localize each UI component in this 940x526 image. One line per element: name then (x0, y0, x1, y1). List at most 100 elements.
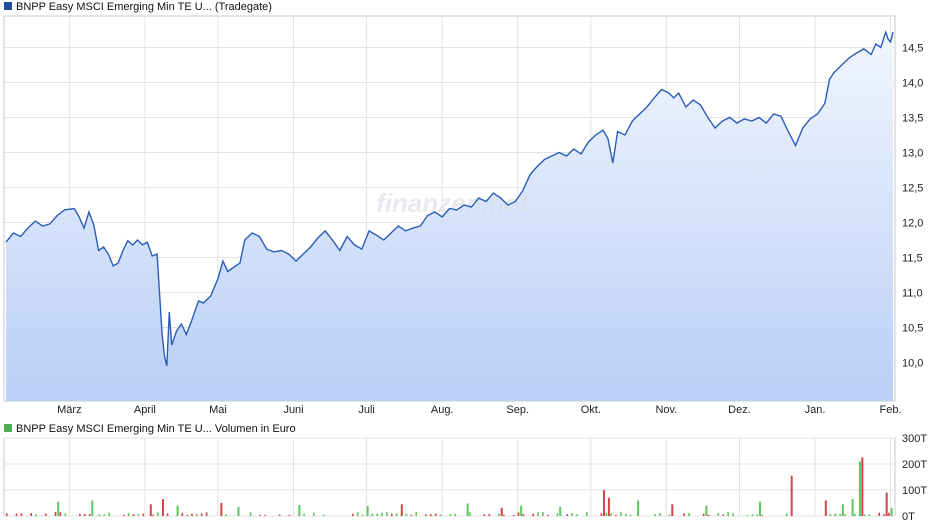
volume-bar (517, 512, 520, 516)
volume-y-axis: 0T 100T 200T 300T (902, 433, 927, 523)
volume-bar (732, 513, 734, 516)
volume-bar (841, 504, 844, 516)
volume-bar (844, 514, 846, 516)
volume-y-tick-label: 200T (902, 459, 927, 471)
volume-bar (705, 505, 708, 516)
volume-bar (352, 513, 354, 516)
volume-bar (466, 503, 469, 516)
volume-bar (542, 512, 544, 516)
price-x-tick-label: Juni (283, 404, 303, 416)
price-area-fill (6, 32, 893, 401)
volume-bar (454, 513, 456, 516)
volume-bar (386, 512, 388, 516)
volume-bar (605, 512, 608, 516)
volume-bar (176, 505, 179, 516)
volume-bar (671, 504, 674, 516)
volume-bar (298, 505, 301, 516)
volume-bar (35, 514, 37, 516)
volume-bar (637, 500, 640, 516)
price-x-axis: März April Mai Juni Juli Aug. Sep. Okt. Nov. Dez.… (57, 404, 901, 416)
volume-bar (149, 504, 152, 516)
volume-bar (137, 513, 140, 516)
volume-bar (237, 506, 240, 516)
volume-bar (84, 514, 86, 516)
price-x-tick-label: März (57, 404, 81, 416)
volume-bar (790, 475, 793, 516)
volume-bar (278, 514, 281, 516)
volume-bar (858, 461, 861, 516)
price-x-tick-label: Dez. (728, 404, 751, 416)
price-y-tick-label: 10,5 (902, 323, 923, 335)
volume-bar (166, 513, 169, 516)
volume-bar (756, 514, 759, 516)
volume-bar (625, 513, 627, 516)
volume-bar (391, 513, 393, 516)
volume-bar (415, 512, 417, 516)
volume-bar (108, 512, 110, 516)
volume-bar (259, 514, 261, 516)
price-y-tick-label: 13,0 (902, 148, 923, 160)
volume-bar (854, 513, 856, 516)
volume-bar (861, 457, 864, 516)
volume-bar (603, 490, 605, 516)
volume-bar (64, 513, 67, 516)
volume-bar (868, 514, 871, 516)
volume-bar (829, 514, 832, 516)
volume-plot-area (3, 437, 896, 517)
volume-bar (181, 512, 184, 516)
volume-bars (6, 457, 893, 516)
volume-bar (249, 512, 252, 516)
volume-bar (322, 514, 325, 516)
volume-bar (410, 514, 413, 516)
volume-bar (688, 513, 690, 516)
volume-bar (890, 508, 893, 516)
volume-bar (103, 514, 106, 516)
volume-bar (629, 514, 632, 516)
volume-bar (30, 513, 32, 516)
price-x-tick-label: April (134, 404, 156, 416)
price-y-tick-label: 12,0 (902, 218, 923, 230)
volume-y-tick-label: 300T (902, 433, 927, 445)
volume-bar (537, 512, 539, 516)
volume-bar (610, 513, 612, 516)
volume-bar (430, 514, 432, 516)
volume-y-tick-label: 100T (902, 485, 927, 497)
volume-y-tick-label: 0T (902, 511, 915, 523)
volume-bar (654, 514, 656, 516)
volume-bar (702, 513, 705, 516)
volume-bar (152, 514, 154, 516)
volume-bar (123, 514, 125, 516)
volume-bar (576, 514, 578, 516)
volume-bar (851, 499, 854, 516)
volume-bar (162, 499, 164, 516)
volume-bar (59, 512, 62, 516)
volume-bar (313, 512, 315, 516)
volume-bar (54, 512, 57, 516)
volume-bar (885, 492, 888, 516)
volume-bar (498, 513, 500, 516)
volume-bar (683, 513, 685, 516)
volume-bar (659, 513, 661, 516)
volume-bar (6, 513, 8, 516)
volume-bar (439, 514, 442, 516)
volume-bar (303, 513, 305, 516)
volume-bar (142, 513, 145, 516)
volume-bar (132, 514, 135, 516)
price-x-tick-label: Nov. (655, 404, 677, 416)
volume-bar (759, 501, 761, 516)
volume-bar (91, 500, 94, 516)
volume-bar (200, 513, 203, 516)
volume-bar (376, 513, 378, 516)
volume-bar (127, 512, 130, 516)
volume-bar (356, 512, 359, 516)
volume-bar (449, 514, 452, 516)
volume-bar (288, 514, 291, 516)
volume-bar (571, 513, 573, 516)
volume-legend-swatch (4, 424, 12, 432)
price-x-tick-label: Mai (209, 404, 227, 416)
volume-bar (727, 512, 729, 516)
volume-bar (834, 513, 837, 516)
price-y-tick-label: 14,0 (902, 78, 923, 90)
price-legend-swatch (4, 2, 12, 10)
